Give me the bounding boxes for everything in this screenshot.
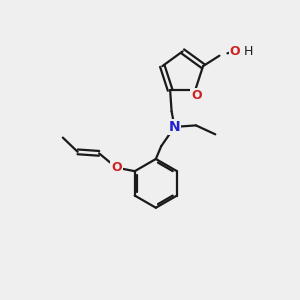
Text: N: N <box>169 120 180 134</box>
Text: O: O <box>230 45 240 58</box>
Text: O: O <box>111 160 122 173</box>
Text: H: H <box>244 45 253 58</box>
Text: O: O <box>191 89 202 102</box>
